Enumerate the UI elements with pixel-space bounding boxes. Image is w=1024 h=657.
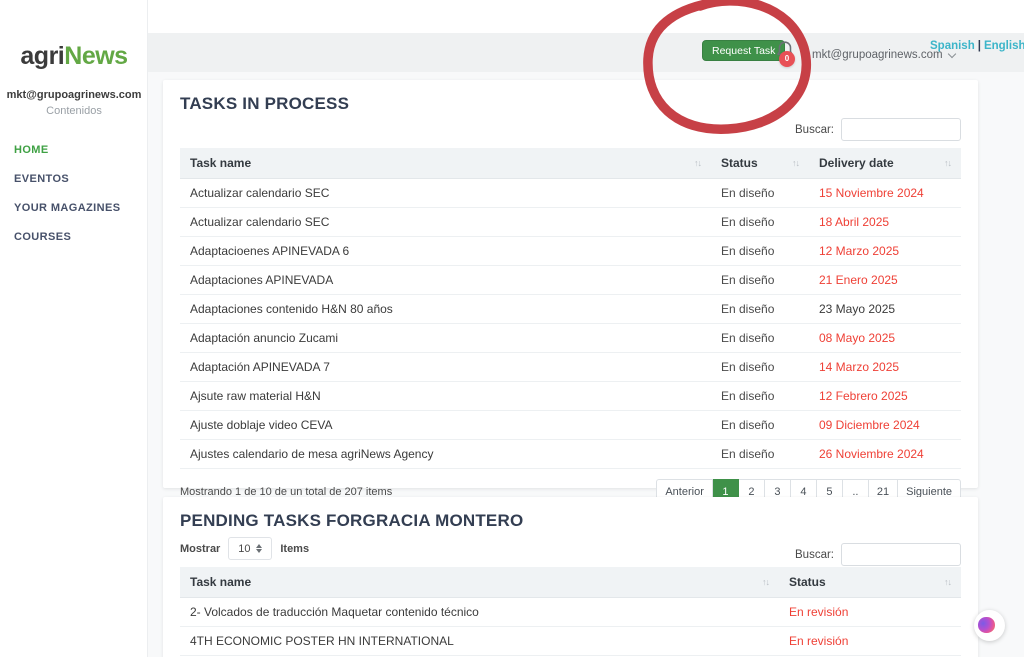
task-name-cell: Ajsute raw material H&N	[180, 381, 711, 411]
sidebar-user-role: Contenidos	[46, 105, 102, 117]
task-date-cell: 15 Noviembre 2024	[809, 178, 961, 208]
account-email: mkt@grupoagrinews.com	[812, 49, 943, 61]
task-row: Adaptación APINEVADA 7 En diseño 14 Marzo …	[180, 352, 961, 382]
pending-tasks-table: Task name Status 2- Volcados de traducci…	[180, 567, 961, 656]
column-header-task-name[interactable]: Task name	[180, 148, 711, 179]
task-row: Ajustes calendario de mesa agriNews Agen…	[180, 439, 961, 469]
task-date-cell: 12 Marzo 2025	[809, 236, 961, 266]
show-entries-select[interactable]: 10	[228, 537, 273, 560]
task-date-cell: 18 Abril 2025	[809, 207, 961, 237]
sidebar-item-your-magazines[interactable]: YOUR MAGAZINES	[14, 202, 121, 214]
task-status-cell: En diseño	[711, 207, 809, 237]
task-name-cell: Adaptaciones contenido H&N 80 años	[180, 294, 711, 324]
sort-icon	[944, 158, 951, 168]
sort-icon	[792, 158, 799, 168]
task-date-cell: 12 Febrero 2025	[809, 381, 961, 411]
task-name-cell: 4TH ECONOMIC POSTER HN INTERNATIONAL	[180, 626, 779, 656]
sidebar-user-email: mkt@grupoagrinews.com	[6, 89, 142, 101]
search-label: Buscar:	[795, 548, 834, 561]
task-name-cell: 2- Volcados de traducción Maquetar conte…	[180, 597, 779, 627]
task-date-cell: 21 Enero 2025	[809, 265, 961, 295]
task-status-cell: En diseño	[711, 439, 809, 469]
pending-task-row: 4TH ECONOMIC POSTER HN INTERNATIONAL En r…	[180, 626, 961, 656]
column-header-status[interactable]: Status	[711, 148, 809, 179]
task-status-cell: En diseño	[711, 381, 809, 411]
language-english-link[interactable]: English	[983, 40, 1024, 52]
task-date-cell: 08 Mayo 2025	[809, 323, 961, 353]
task-row: Ajsute raw material H&N En diseño 12 Febre…	[180, 381, 961, 411]
column-header-task-name[interactable]: Task name	[180, 567, 779, 598]
task-name-cell: Adaptación APINEVADA 7	[180, 352, 711, 382]
task-date-cell: 09 Diciembre 2024	[809, 410, 961, 440]
search-label: Buscar:	[795, 123, 834, 136]
logo-text-news: News	[64, 42, 128, 70]
sidebar: agriNews mkt@grupoagrinews.com Contenido…	[0, 0, 148, 657]
tasks-in-process-card: TASKS IN PROCESS Buscar: Task name Statu…	[163, 80, 978, 504]
search-input[interactable]	[841, 118, 961, 141]
tasks-in-process-title: TASKS IN PROCESS	[180, 94, 350, 113]
select-updown-icon	[256, 544, 263, 553]
task-name-cell: Adaptaciones APINEVADA	[180, 265, 711, 295]
task-status-cell: En diseño	[711, 294, 809, 324]
account-menu[interactable]: mkt@grupoagrinews.com	[812, 49, 956, 61]
task-status-cell: En diseño	[711, 236, 809, 266]
sidebar-item-courses[interactable]: COURSES	[14, 231, 72, 243]
task-status-cell: En diseño	[711, 323, 809, 353]
items-label: Items	[280, 542, 310, 555]
sidebar-menu: HOME EVENTOS YOUR MAGAZINES COURSES	[0, 136, 148, 252]
tasks-in-process-table: Task name Status Delivery date Actualiza…	[180, 148, 961, 469]
task-date-cell: 23 Mayo 2025	[809, 294, 961, 324]
sidebar-item-home[interactable]: HOME	[14, 144, 49, 156]
sort-icon	[762, 577, 769, 587]
show-entries-label: Mostrar	[180, 542, 221, 555]
task-status-cell: En revisión	[779, 597, 961, 627]
language-spanish-link[interactable]: Spanish	[930, 40, 975, 52]
task-status-cell: En diseño	[711, 352, 809, 382]
task-name-cell: Adaptacioenes APINEVADA 6	[180, 236, 711, 266]
brain-widget-icon	[978, 617, 995, 633]
pending-task-row: 2- Volcados de traducción Maquetar conte…	[180, 597, 961, 627]
task-status-cell: En diseño	[711, 265, 809, 295]
task-name-cell: Ajustes calendario de mesa agriNews Agen…	[180, 439, 711, 469]
task-status-cell: En diseño	[711, 410, 809, 440]
task-name-cell: Ajuste doblaje video CEVA	[180, 410, 711, 440]
request-task-button[interactable]: Request Task	[702, 40, 786, 61]
sort-icon	[944, 577, 951, 587]
pending-tasks-body: 2- Volcados de traducción Maquetar conte…	[180, 597, 961, 656]
pending-tasks-title: PENDING TASKS FORGRACIA MONTERO	[180, 511, 524, 530]
notification-count-badge[interactable]: 0	[779, 51, 795, 67]
language-separator: |	[977, 40, 981, 52]
column-header-delivery-date[interactable]: Delivery date	[809, 148, 961, 179]
table-header-row: Task name Status Delivery date	[180, 148, 961, 179]
tasks-in-process-body: Actualizar calendario SEC En diseño 15 Nov…	[180, 178, 961, 469]
logo-text-agri: agri	[20, 42, 65, 70]
app-logo: agriNews	[0, 42, 148, 71]
pending-search-input[interactable]	[841, 543, 961, 566]
task-name-cell: Actualizar calendario SEC	[180, 207, 711, 237]
task-row: Adaptaciones contenido H&N 80 años En dis…	[180, 294, 961, 324]
column-header-status[interactable]: Status	[779, 567, 961, 598]
top-header-bar	[148, 33, 1024, 72]
pending-tasks-card: PENDING TASKS FORGRACIA MONTERO Mostrar …	[163, 497, 978, 657]
task-date-cell: 26 Noviembre 2024	[809, 439, 961, 469]
task-name-cell: Actualizar calendario SEC	[180, 178, 711, 208]
task-name-cell: Adaptación anuncio Zucami	[180, 323, 711, 353]
table-header-row: Task name Status	[180, 567, 961, 598]
task-row: Adaptación anuncio Zucami En diseño 08 May…	[180, 323, 961, 353]
task-row: Actualizar calendario SEC En diseño 15 Nov…	[180, 178, 961, 208]
sort-icon	[694, 158, 701, 168]
table-info-text: Mostrando 1 de 10 de un total de 207 ite…	[180, 485, 393, 498]
task-date-cell: 14 Marzo 2025	[809, 352, 961, 382]
task-row: Adaptaciones APINEVADA En diseño 21 Enero …	[180, 265, 961, 295]
language-switcher: Spanish | English	[930, 40, 1024, 52]
assistant-widget-button[interactable]	[974, 610, 1005, 641]
task-row: Ajuste doblaje video CEVA En diseño 09 Dic…	[180, 410, 961, 440]
task-status-cell: En revisión	[779, 626, 961, 656]
task-row: Actualizar calendario SEC En diseño 18 Abr…	[180, 207, 961, 237]
task-row: Adaptacioenes APINEVADA 6 En diseño 12 Mar…	[180, 236, 961, 266]
task-status-cell: En diseño	[711, 178, 809, 208]
sidebar-item-eventos[interactable]: EVENTOS	[14, 173, 70, 185]
